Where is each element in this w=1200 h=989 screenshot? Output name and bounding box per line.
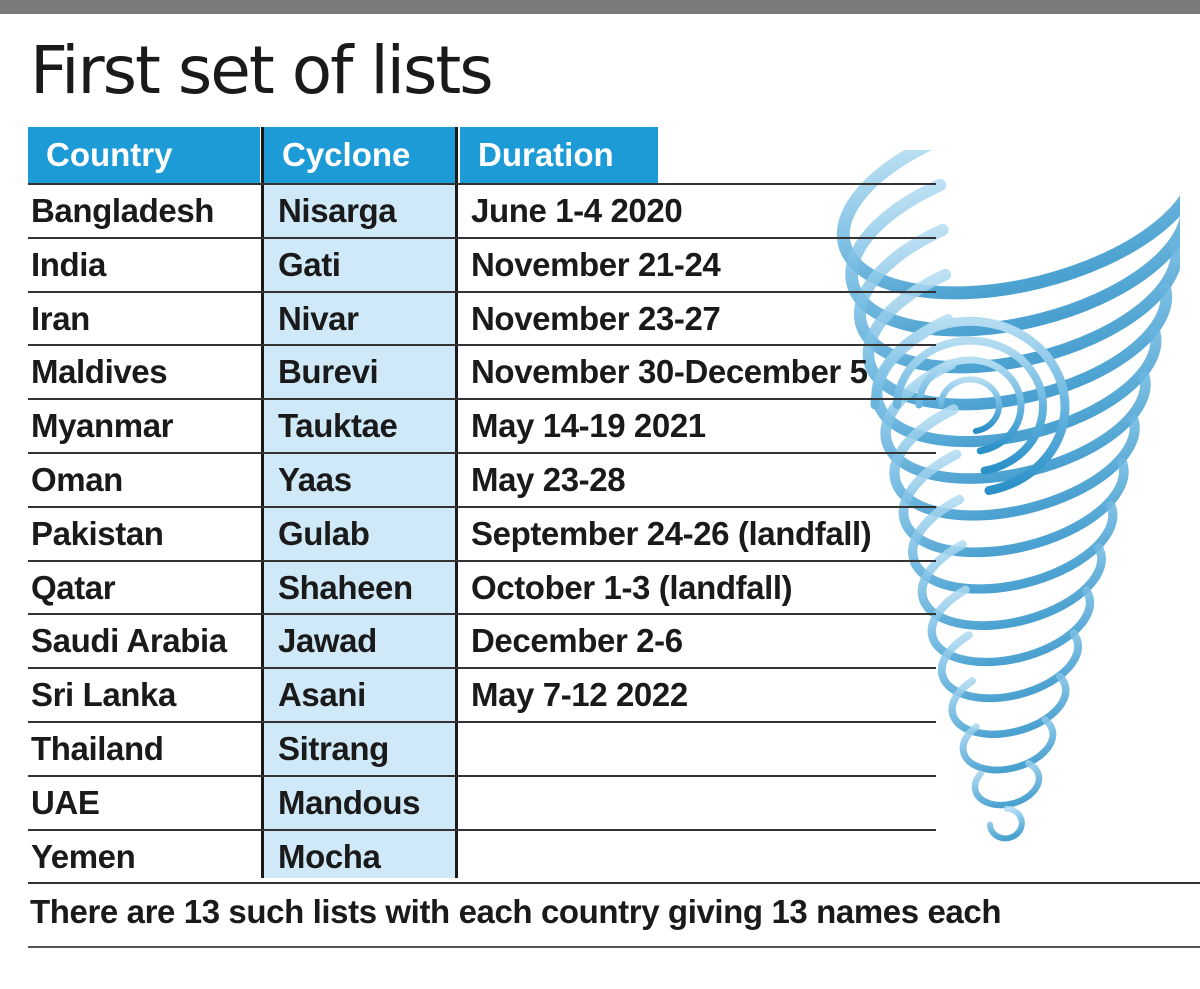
cell-country: Bangladesh [31, 192, 215, 229]
cell-country: Myanmar [31, 407, 174, 445]
header-cyclone: Cyclone [264, 127, 457, 183]
table-row: Oman Yaas May 23-28 [28, 454, 936, 508]
header-country: Country [28, 127, 260, 183]
cell-country: Oman [31, 461, 123, 498]
cell-cyclone: Tauktae [278, 407, 398, 445]
cell-cyclone: Nisarga [278, 192, 397, 229]
cell-cyclone: Sitrang [278, 730, 389, 767]
cell-duration: November 21-24 [471, 245, 721, 283]
cell-country: Saudi Arabia [31, 622, 227, 660]
column-divider-cyclone [455, 127, 458, 878]
cell-duration: November 23-27 [471, 299, 721, 337]
cell-country: Pakistan [31, 514, 164, 552]
top-bar [0, 0, 1200, 14]
cell-duration: May 23-28 [471, 461, 626, 498]
table-row: Myanmar Tauktae May 14-19 2021 [28, 400, 936, 454]
cell-cyclone: Gati [278, 245, 341, 283]
table-row: India Gati November 21-24 [28, 239, 936, 293]
table-top-rule [28, 183, 936, 185]
table-row: Qatar Shaheen October 1-3 (landfall) [28, 562, 936, 616]
table-row: Pakistan Gulab September 24-26 (landfall) [28, 508, 936, 562]
table-row: Sri Lanka Asani May 7-12 2022 [28, 669, 936, 723]
cell-duration: June 1-4 2020 [471, 192, 683, 229]
cell-country: India [31, 245, 107, 283]
cell-cyclone: Burevi [278, 353, 379, 391]
footnote: There are 13 such lists with each countr… [30, 893, 1002, 930]
cell-country: Yemen [31, 837, 136, 875]
cell-country: Qatar [31, 568, 116, 606]
table-row: UAE Mandous [28, 777, 936, 831]
header-duration: Duration [460, 127, 658, 183]
cell-cyclone: Nivar [278, 299, 359, 337]
cell-duration: December 2-6 [471, 622, 683, 660]
cell-country: Iran [31, 299, 90, 337]
cell-duration: May 14-19 2021 [471, 407, 706, 445]
cell-duration: November 30-December 5 [471, 353, 868, 391]
table-row: Bangladesh Nisarga June 1-4 2020 [28, 185, 936, 239]
cell-country: Sri Lanka [31, 676, 176, 714]
table-row: Thailand Sitrang [28, 723, 936, 777]
cyclone-column-background [264, 183, 457, 878]
cell-country: Thailand [31, 730, 164, 767]
cell-cyclone: Mocha [278, 837, 381, 875]
cell-cyclone: Asani [278, 676, 366, 714]
cell-duration: May 7-12 2022 [471, 676, 688, 714]
cell-cyclone: Jawad [278, 622, 377, 660]
cell-duration: October 1-3 (landfall) [471, 568, 793, 606]
cell-cyclone: Mandous [278, 783, 421, 821]
cell-cyclone: Yaas [278, 461, 352, 498]
cell-duration: September 24-26 (landfall) [471, 514, 872, 552]
column-divider-country [261, 127, 264, 878]
cell-cyclone: Shaheen [278, 568, 413, 606]
table-row: Yemen Mocha [28, 831, 1200, 885]
table-row: Maldives Burevi November 30-December 5 [28, 346, 936, 401]
table-row: Saudi Arabia Jawad December 2-6 [28, 615, 936, 670]
cell-cyclone: Gulab [278, 514, 370, 552]
cell-country: Maldives [31, 353, 168, 391]
page-title: First set of lists [30, 32, 494, 109]
cell-country: UAE [31, 783, 100, 821]
cyclone-swirl-icon [836, 150, 1180, 842]
bottom-rule [28, 946, 1200, 948]
table-row: Iran Nivar November 23-27 [28, 293, 936, 347]
